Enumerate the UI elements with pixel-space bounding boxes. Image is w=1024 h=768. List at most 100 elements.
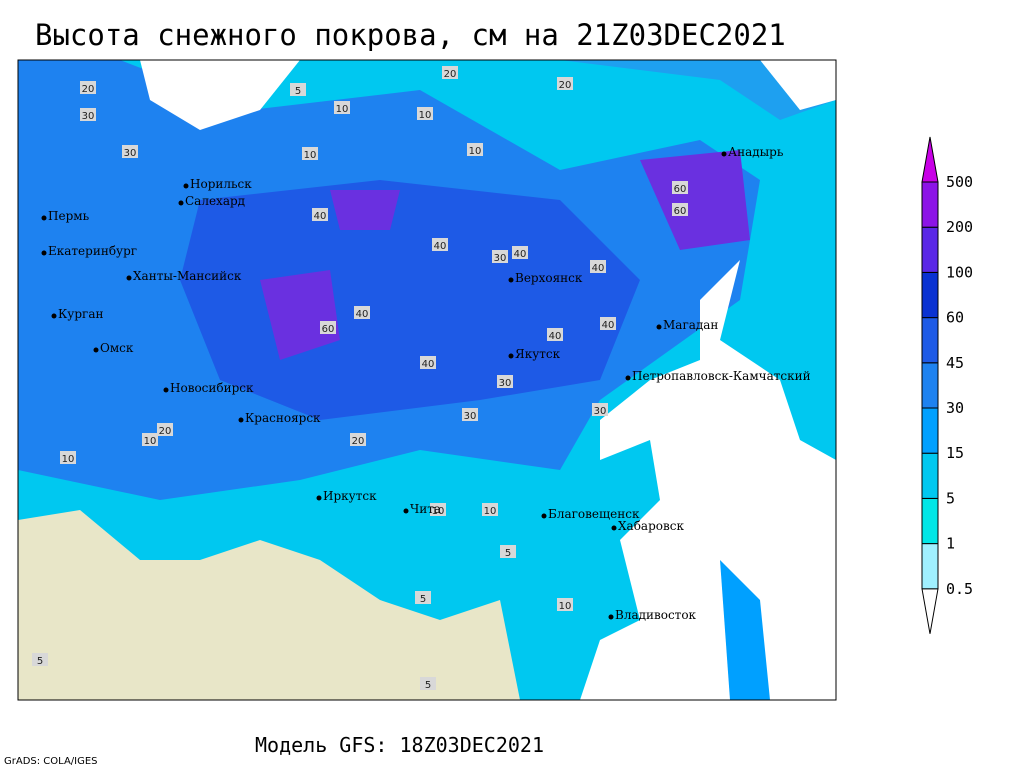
city-name: Новосибирск xyxy=(170,381,254,395)
contour-label: 10 xyxy=(336,104,349,115)
city-dot xyxy=(403,508,409,514)
city-name: Магадан xyxy=(663,318,718,332)
pacific xyxy=(580,260,836,700)
contour-label-bg xyxy=(432,238,448,251)
contour-label-bg xyxy=(320,321,336,334)
sea-north xyxy=(140,60,300,130)
sakhalin-japan xyxy=(720,560,770,700)
contour-label-bg xyxy=(302,147,318,160)
contour-label: 60 xyxy=(322,324,335,335)
legend-swatch xyxy=(921,407,939,454)
contour-label-bg xyxy=(590,260,606,273)
city-name: Курган xyxy=(58,307,103,321)
legend-label: 500 xyxy=(946,173,973,191)
legend-swatch xyxy=(921,317,939,364)
contour-label: 20 xyxy=(444,69,457,80)
city-dot xyxy=(508,353,514,359)
north-area xyxy=(18,60,836,120)
model-caption: Модель GFS: 18Z03DEC2021 xyxy=(255,733,544,757)
legend-label: 30 xyxy=(946,399,964,417)
credit: GrADS: COLA/IGES xyxy=(4,756,98,767)
contour-label-bg xyxy=(420,677,436,690)
steppe xyxy=(18,510,520,700)
contour-label-bg xyxy=(557,598,573,611)
map xyxy=(17,59,837,701)
contour-label: 40 xyxy=(356,309,369,320)
contour-label: 5 xyxy=(505,548,511,559)
contour-label-bg xyxy=(417,107,433,120)
city-dot xyxy=(508,277,514,283)
city-dot xyxy=(611,525,617,531)
contour-label: 5 xyxy=(420,594,426,605)
city-name: Верхоянск xyxy=(515,271,583,285)
contour-label: 5 xyxy=(37,656,43,667)
contour-label-bg xyxy=(600,317,616,330)
contour-label-bg xyxy=(462,408,478,421)
legend-label: 45 xyxy=(946,354,964,372)
city-dot xyxy=(41,215,47,221)
legend-label: 1 xyxy=(946,535,955,553)
contour-label: 40 xyxy=(314,211,327,222)
legend-label: 100 xyxy=(946,263,973,281)
city-dot xyxy=(178,200,184,206)
contour-label: 40 xyxy=(422,359,435,370)
city-name: Петропавловск-Камчатский xyxy=(632,369,811,383)
contour-label: 10 xyxy=(432,506,445,517)
snow-deep xyxy=(180,180,640,420)
contour-label-bg xyxy=(354,306,370,319)
city-dot xyxy=(608,614,614,620)
snow-deepest xyxy=(260,150,750,360)
city-dot xyxy=(656,324,662,330)
contour-label-bg xyxy=(672,181,688,194)
contour-label: 20 xyxy=(159,426,172,437)
contour-label-bg xyxy=(482,503,498,516)
city-dot xyxy=(126,275,132,281)
legend-label: 60 xyxy=(946,309,964,327)
contour-label: 40 xyxy=(434,241,447,252)
contour-label: 20 xyxy=(82,84,95,95)
contour-label: 20 xyxy=(352,436,365,447)
city-name: Хабаровск xyxy=(618,519,684,533)
contour-label: 10 xyxy=(559,601,572,612)
contour-label: 30 xyxy=(594,406,607,417)
city-name: Благовещенск xyxy=(548,507,640,521)
city-name: Ханты-Мансийск xyxy=(133,269,242,283)
city-name: Салехард xyxy=(185,194,245,208)
city-name: Владивосток xyxy=(615,608,697,622)
contour-label-bg xyxy=(430,503,446,516)
contour-label-bg xyxy=(415,591,431,604)
city-dot xyxy=(316,495,322,501)
contour-label: 40 xyxy=(514,249,527,260)
city-dot xyxy=(625,375,631,381)
contour-label: 10 xyxy=(469,146,482,157)
contour-label-bg xyxy=(32,653,48,666)
legend-swatch xyxy=(921,226,939,273)
contour-label: 30 xyxy=(464,411,477,422)
contour-label-bg xyxy=(80,81,96,94)
contour-label: 10 xyxy=(484,506,497,517)
legend-swatch xyxy=(921,497,939,545)
contour-label-bg xyxy=(492,250,508,263)
city-dot xyxy=(93,347,99,353)
contour-label-bg xyxy=(592,403,608,416)
contour-label: 20 xyxy=(559,80,572,91)
contour-label-bg xyxy=(442,66,458,79)
contour-label-bg xyxy=(312,208,328,221)
contour-label-bg xyxy=(512,246,528,259)
city-name: Екатеринбург xyxy=(48,244,137,258)
contour-label: 5 xyxy=(425,680,431,691)
legend-label: 200 xyxy=(946,218,973,236)
contour-label: 30 xyxy=(494,253,507,264)
contour-label-bg xyxy=(497,375,513,388)
contour-label-bg xyxy=(334,101,350,114)
legend-swatch xyxy=(921,136,939,183)
city-dot xyxy=(41,250,47,256)
contour-label-bg xyxy=(157,423,173,436)
contour-label-bg xyxy=(60,451,76,464)
arctic-east xyxy=(760,60,836,110)
legend-swatch xyxy=(921,362,939,409)
contour-label-bg xyxy=(467,143,483,156)
legend-swatch xyxy=(921,543,939,590)
city-name: Норильск xyxy=(190,177,252,191)
contour-label: 60 xyxy=(674,206,687,217)
